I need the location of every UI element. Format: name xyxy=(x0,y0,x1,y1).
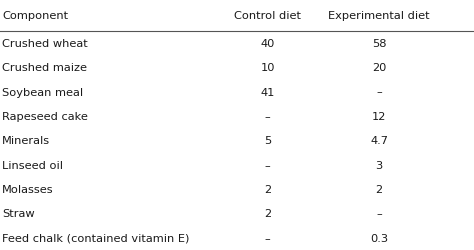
Text: Control diet: Control diet xyxy=(234,11,301,21)
Text: 58: 58 xyxy=(372,39,386,49)
Text: Crushed maize: Crushed maize xyxy=(2,63,87,73)
Text: –: – xyxy=(265,112,271,122)
Text: –: – xyxy=(265,234,271,244)
Text: Linseed oil: Linseed oil xyxy=(2,161,64,170)
Text: 12: 12 xyxy=(372,112,386,122)
Text: Soybean meal: Soybean meal xyxy=(2,88,83,98)
Text: 2: 2 xyxy=(264,209,272,220)
Text: –: – xyxy=(265,161,271,170)
Text: –: – xyxy=(376,88,382,98)
Text: 5: 5 xyxy=(264,136,272,146)
Text: 41: 41 xyxy=(261,88,275,98)
Text: Experimental diet: Experimental diet xyxy=(328,11,430,21)
Text: Molasses: Molasses xyxy=(2,185,54,195)
Text: 20: 20 xyxy=(372,63,386,73)
Text: 10: 10 xyxy=(261,63,275,73)
Text: Feed chalk (contained vitamin E): Feed chalk (contained vitamin E) xyxy=(2,234,190,244)
Text: 2: 2 xyxy=(264,185,272,195)
Text: Rapeseed cake: Rapeseed cake xyxy=(2,112,88,122)
Text: 4.7: 4.7 xyxy=(370,136,388,146)
Text: 0.3: 0.3 xyxy=(370,234,388,244)
Text: Straw: Straw xyxy=(2,209,35,220)
Text: Component: Component xyxy=(2,11,69,21)
Text: 40: 40 xyxy=(261,39,275,49)
Text: Crushed wheat: Crushed wheat xyxy=(2,39,88,49)
Text: 2: 2 xyxy=(375,185,383,195)
Text: Minerals: Minerals xyxy=(2,136,51,146)
Text: –: – xyxy=(376,209,382,220)
Text: 3: 3 xyxy=(375,161,383,170)
